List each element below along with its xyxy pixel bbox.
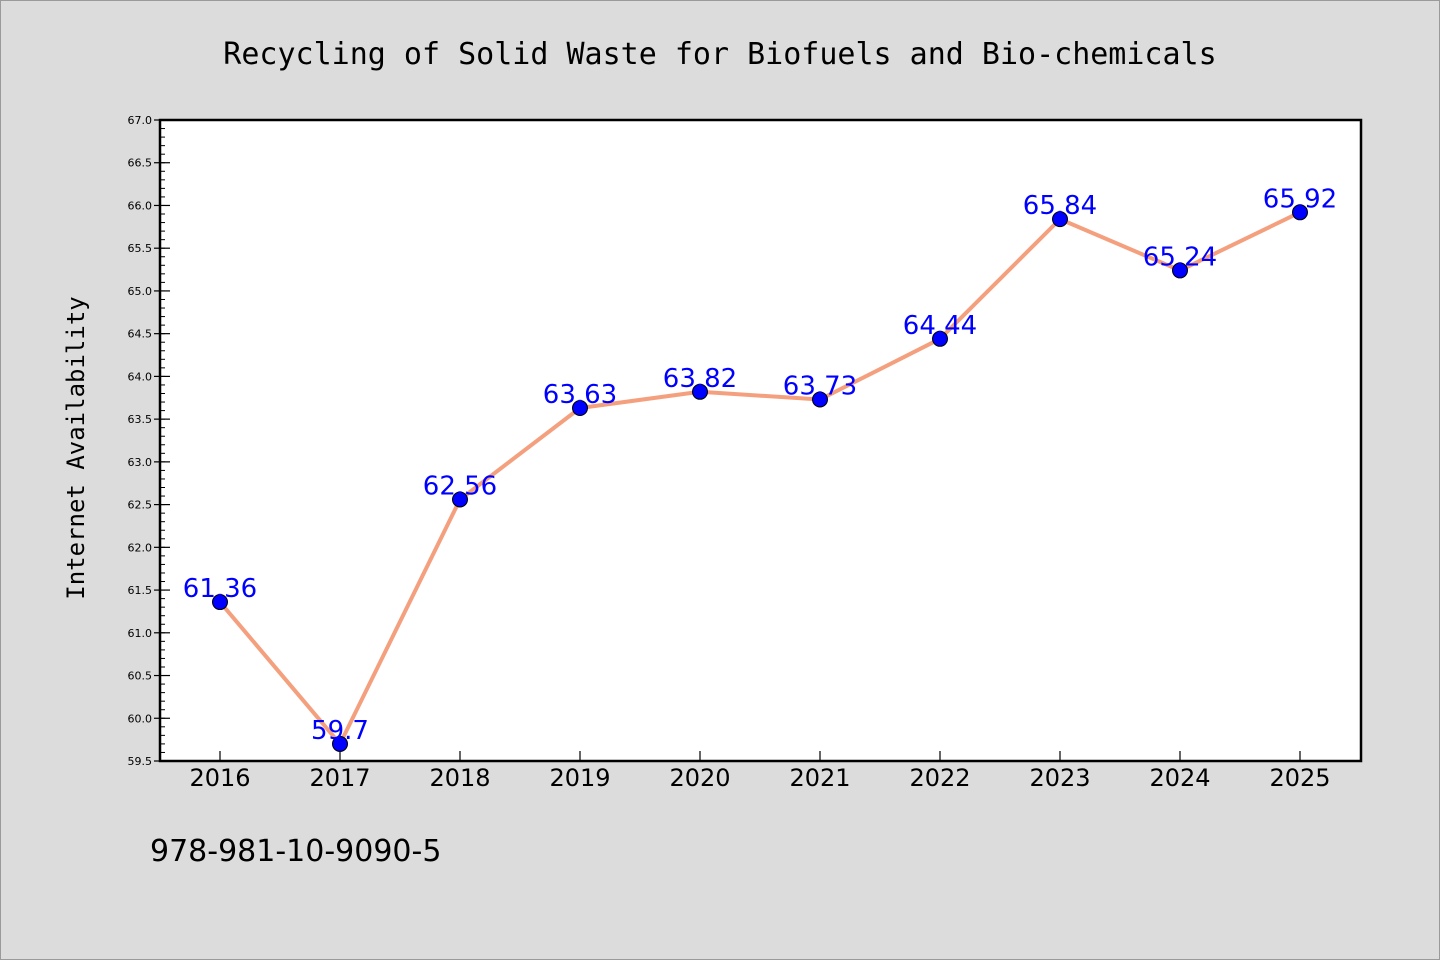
x-tick-label: 2023 [1029,764,1090,792]
data-point [932,330,948,347]
y-tick-label: 63.0 [128,456,153,469]
data-label: 65.24 [1143,242,1217,272]
x-tick-label: 2016 [189,764,250,792]
data-label: 62.56 [423,471,497,501]
chart-title: Recycling of Solid Waste for Biofuels an… [223,37,1216,72]
series-line [218,210,1301,746]
data-label: 63.73 [783,371,857,401]
data-point [1172,262,1188,279]
data-labels: 61.36 59.7 62.56 63.63 63.82 63.73 64.44 65.84 6… [183,184,1337,746]
data-label: 63.82 [663,364,737,394]
y-tick-label: 63.5 [128,413,153,426]
y-tick-label: 65.5 [128,242,153,255]
y-tick-label: 64.5 [128,328,153,341]
y-tick-label: 59.5 [128,755,153,768]
data-point [572,400,588,417]
x-tick-label: 2020 [669,764,730,792]
data-label: 65.92 [1263,184,1337,214]
data-point [812,391,828,408]
y-tick-label: 62.0 [128,541,153,554]
y-tick-label: 66.0 [128,199,153,212]
x-tick-label: 2019 [549,764,610,792]
y-tick-label: 65.0 [128,285,153,298]
data-point [212,594,228,611]
y-tick-label: 60.5 [128,670,153,683]
y-axis-ticks: 59.5 60.0 60.5 61.0 61.5 62.0 62.5 63.0 63.5 64.0… [128,114,170,768]
x-tick-label: 2024 [1149,764,1210,792]
x-tick-label: 2018 [429,764,490,792]
x-tick-label: 2021 [789,764,850,792]
data-label: 65.84 [1023,191,1097,221]
data-markers [212,204,1308,752]
data-point [1052,211,1068,228]
y-tick-label: 61.5 [128,584,153,597]
data-label: 64.44 [903,311,977,341]
x-axis-ticks: 2016 2017 2018 2019 2020 2021 2022 2023 2024 2025 [189,751,1331,792]
y-tick-label: 67.0 [128,114,153,127]
x-tick-label: 2017 [309,764,370,792]
x-tick-label: 2022 [909,764,970,792]
x-tick-label: 2025 [1269,764,1330,792]
data-label: 61.36 [183,574,257,604]
data-label: 59.7 [311,716,369,746]
isbn-text: 978-981-10-9090-5 [150,834,442,869]
data-point [1292,204,1308,221]
data-point [692,383,708,400]
y-tick-label: 64.0 [128,370,153,383]
data-point [452,491,468,508]
data-point [332,735,348,752]
y-axis-label: Internet Availability [62,296,90,599]
plot-area [158,118,1363,763]
y-tick-label: 61.0 [128,627,153,640]
y-tick-label: 62.5 [128,499,153,512]
y-tick-label: 60.0 [128,712,153,725]
data-label: 63.63 [543,380,617,410]
y-tick-label: 66.5 [128,157,153,170]
